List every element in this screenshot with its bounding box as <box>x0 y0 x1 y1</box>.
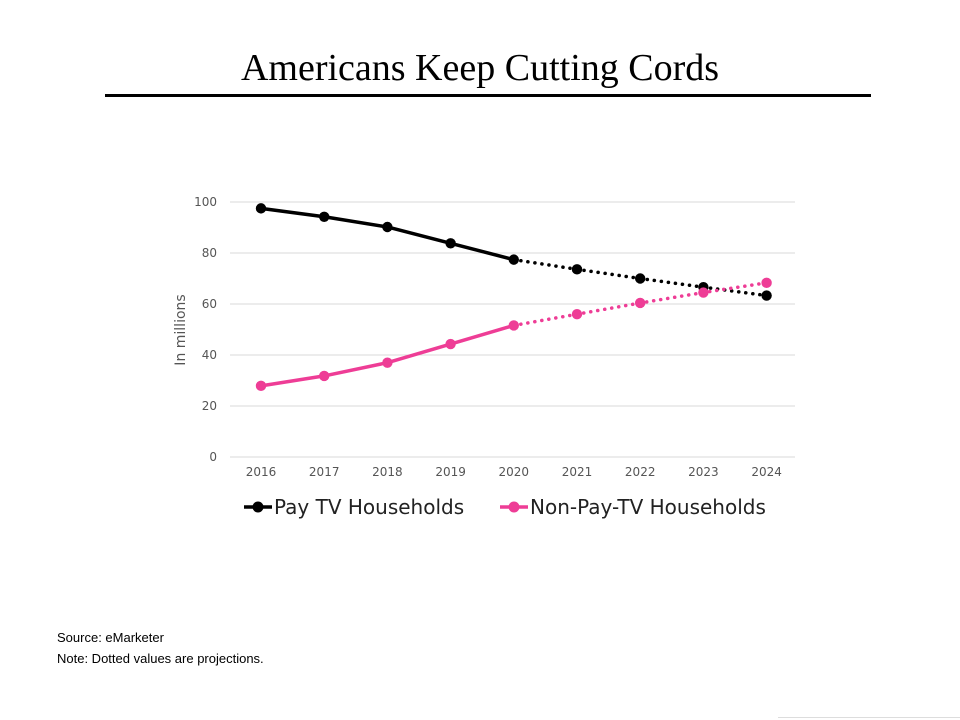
x-tick-label-2020: 2020 <box>499 465 530 479</box>
data-point-0-2019 <box>445 238 456 249</box>
x-tick-label-2021: 2021 <box>562 465 593 479</box>
data-point-1-2017 <box>319 370 330 382</box>
slide-title: Americans Keep Cutting Cords <box>240 47 720 89</box>
data-point-0-2020 <box>508 254 519 265</box>
data-point-1-2016 <box>255 380 267 392</box>
y-tick-label-0: 0 <box>209 450 217 464</box>
title-underline <box>105 94 871 97</box>
data-point-1-2019 <box>445 338 456 350</box>
x-tick-label-2022: 2022 <box>625 465 656 479</box>
legend-item-0: Pay TV Households <box>244 495 464 519</box>
x-tick-label-2017: 2017 <box>309 465 340 479</box>
x-tick-label-2018: 2018 <box>372 465 403 479</box>
y-tick-label-20: 20 <box>202 399 217 413</box>
y-tick-label-100: 100 <box>194 195 217 209</box>
data-point-0-2022 <box>635 273 646 284</box>
series-line-actual-1 <box>259 323 516 388</box>
legend-item-1: Non-Pay-TV Households <box>500 495 766 519</box>
data-point-1-2021 <box>571 309 583 320</box>
series-line-actual-0 <box>259 206 516 262</box>
legend-label-0: Pay TV Households <box>274 495 464 519</box>
source-note: Source: eMarketer <box>57 630 164 645</box>
data-point-0-2021 <box>571 264 583 275</box>
data-point-0-2018 <box>382 221 393 233</box>
decorative-line <box>778 717 960 718</box>
x-axis-ticks: 2016 2017 2018 2019 2020 2021 2022 2023 2024 <box>246 465 782 479</box>
legend-swatch-dot-1 <box>508 501 520 513</box>
x-tick-label-2016: 2016 <box>246 465 277 479</box>
series-1 <box>255 277 772 392</box>
data-point-1-2020 <box>508 320 519 331</box>
y-tick-label-40: 40 <box>202 348 217 362</box>
y-axis-label: In millions <box>173 294 189 365</box>
y-axis-ticks: 0 20 40 60 80 100 <box>194 195 217 464</box>
chart-series <box>255 203 772 392</box>
chart-legend: Pay TV Households Non-Pay-TV Households <box>244 495 766 519</box>
data-point-1-2024 <box>761 277 772 289</box>
data-point-0-2017 <box>319 211 330 222</box>
series-0 <box>255 203 772 301</box>
legend-swatch-dot-0 <box>252 501 264 513</box>
chart-grid <box>230 201 795 458</box>
data-point-0-2016 <box>255 203 267 214</box>
y-tick-label-80: 80 <box>202 246 217 260</box>
x-tick-label-2019: 2019 <box>435 465 466 479</box>
y-tick-label-60: 60 <box>202 297 217 311</box>
data-point-1-2023 <box>698 287 709 298</box>
x-tick-label-2023: 2023 <box>688 465 719 479</box>
x-tick-label-2024: 2024 <box>751 465 782 479</box>
data-point-1-2022 <box>635 297 646 309</box>
projection-note: Note: Dotted values are projections. <box>57 651 264 666</box>
data-point-0-2024 <box>761 290 772 301</box>
data-point-1-2018 <box>382 357 393 368</box>
legend-label-1: Non-Pay-TV Households <box>530 495 766 519</box>
